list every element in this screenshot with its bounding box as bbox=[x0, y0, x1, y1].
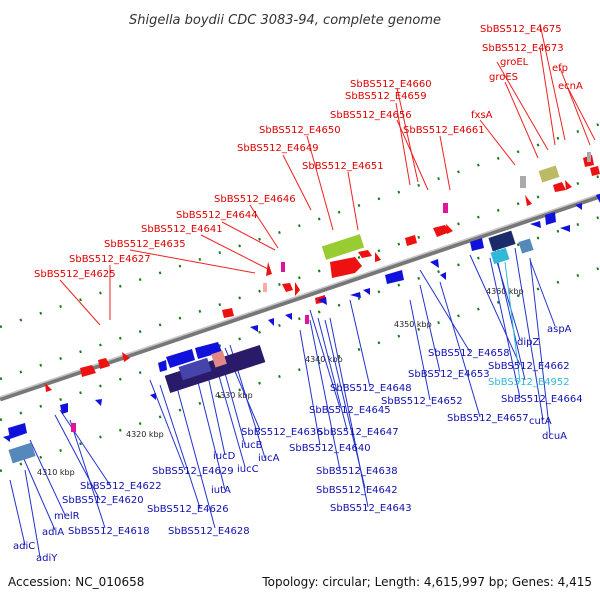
gene-label: SbBS512_E4628 bbox=[168, 526, 250, 537]
gene-label: groEL bbox=[500, 57, 529, 68]
gene-label: SbBS512_E4644 bbox=[176, 210, 258, 221]
gene-label: SbBS512_E4636 bbox=[241, 427, 323, 438]
gene-label: SbBS512_E4635 bbox=[104, 239, 186, 250]
top-leader-lines bbox=[59, 23, 596, 326]
scale-label: 4320 kbp bbox=[126, 430, 164, 439]
gene-label: SbBS512_E4640 bbox=[289, 443, 371, 454]
gene-label: SbBS512_E4658 bbox=[428, 348, 510, 359]
gene-label: SbBS512_E4649 bbox=[237, 143, 319, 154]
gene-label: SbBS512_E4652 bbox=[381, 396, 463, 407]
scale-label: 4350 kbp bbox=[394, 320, 432, 329]
gene-label: fxsA bbox=[471, 110, 493, 121]
gene-label: SbBS512_E4659 bbox=[345, 91, 427, 102]
gene-label: SbBS512_E4651 bbox=[302, 161, 384, 172]
gene-label: SbBS512_E4627 bbox=[69, 254, 151, 265]
gene-label: SbBS512_E4653 bbox=[408, 369, 490, 380]
gene-label: iucD bbox=[213, 451, 236, 462]
scale-label: 4340 kbp bbox=[305, 355, 343, 364]
gene-label: SbBS512_E4664 bbox=[501, 394, 583, 405]
gene-label: SbBS512_E4647 bbox=[317, 427, 399, 438]
gene-label: ecnA bbox=[558, 81, 583, 92]
gene-label: adiY bbox=[36, 553, 58, 564]
gene-label: adiA bbox=[42, 527, 64, 538]
top-strand-genes bbox=[45, 155, 600, 392]
gene-label: dipZ bbox=[517, 337, 539, 348]
gene-label: iutA bbox=[211, 485, 231, 496]
gene-label: SbBS512_E4673 bbox=[482, 43, 564, 54]
gene-label: iucB bbox=[241, 440, 263, 451]
highlight-leader bbox=[504, 261, 521, 383]
gene-label: SbBS512_E4620 bbox=[62, 495, 144, 506]
gene-label: SbBS512_E4661 bbox=[403, 125, 485, 136]
gene-label: SbBS512_E4618 bbox=[68, 526, 150, 537]
gene-label: SbBS512_E4648 bbox=[330, 383, 412, 394]
gene-label: iucA bbox=[258, 453, 280, 464]
gene-label: SbBS512_E4645 bbox=[309, 405, 391, 416]
top-gene-labels: SbBS512_E4675 SbBS512_E4673 groEL efp gr… bbox=[34, 24, 583, 280]
gene-label: cutA bbox=[529, 416, 552, 427]
gene-label: SbBS512_E4656 bbox=[330, 110, 412, 121]
gene-label: SbBS512_E4650 bbox=[259, 125, 341, 136]
gene-label: SbBS512_E4643 bbox=[330, 503, 412, 514]
gene-label-highlight: SbBS512_E4952 bbox=[488, 377, 570, 388]
gene-label: aspA bbox=[547, 324, 572, 335]
misc-genes bbox=[71, 152, 591, 432]
scale-label: 4330 kbp bbox=[215, 391, 253, 400]
tick-rows bbox=[0, 122, 600, 473]
scale-label: 4310 kbp bbox=[37, 468, 75, 477]
gene-label: SbBS512_E4657 bbox=[447, 413, 529, 424]
genome-summary-text: Topology: circular; Length: 4,615,997 bp… bbox=[261, 575, 592, 589]
gene-label: SbBS512_E4629 bbox=[152, 466, 234, 477]
gene-label: SbBS512_E4660 bbox=[350, 79, 432, 90]
gene-label: SbBS512_E4646 bbox=[214, 194, 296, 205]
gene-label: SbBS512_E4675 bbox=[480, 24, 562, 35]
bottom-gene-labels: aspA dipZ SbBS512_E4658 SbBS512_E4662 Sb… bbox=[13, 324, 583, 564]
gene-label: SbBS512_E4626 bbox=[147, 504, 229, 515]
map-title: Shigella boydii CDC 3083-94, complete ge… bbox=[129, 13, 441, 28]
bottom-leader-lines bbox=[9, 247, 556, 558]
gene-label: efp bbox=[552, 63, 568, 74]
operon-block bbox=[8, 230, 534, 464]
gene-label: iucC bbox=[237, 464, 259, 475]
gene-label: SbBS512_E4622 bbox=[80, 481, 162, 492]
gene-label: SbBS512_E4642 bbox=[316, 485, 398, 496]
gene-label: adiC bbox=[13, 541, 35, 552]
gene-label: SbBS512_E4625 bbox=[34, 269, 116, 280]
gene-label: groES bbox=[489, 72, 518, 83]
accession-text: Accession: NC_010658 bbox=[8, 575, 144, 589]
gene-label: SbBS512_E4638 bbox=[316, 466, 398, 477]
gene-label: SbBS512_E4641 bbox=[141, 224, 223, 235]
gene-label: dcuA bbox=[542, 431, 567, 442]
gene-label: SbBS512_E4662 bbox=[488, 361, 570, 372]
bottom-strand-genes bbox=[3, 194, 600, 442]
gene-label: melR bbox=[54, 511, 80, 522]
